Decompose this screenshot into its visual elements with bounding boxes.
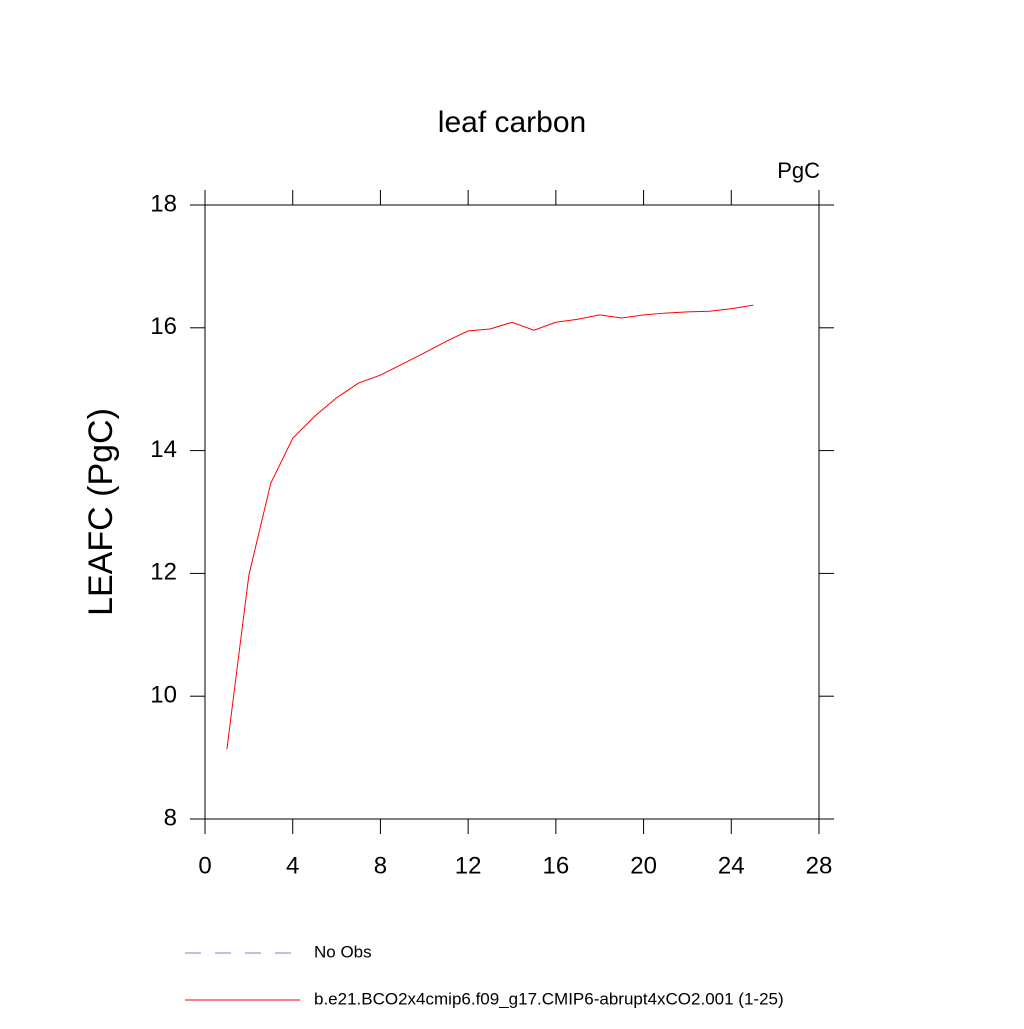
chart-title: leaf carbon [438, 106, 586, 139]
x-tick-label: 12 [455, 852, 482, 879]
legend-label: b.e21.BCO2x4cmip6.f09_g17.CMIP6-abrupt4x… [314, 989, 784, 1008]
y-tick-label: 10 [150, 682, 177, 709]
plot-frame [204, 204, 820, 820]
legend-label: No Obs [314, 942, 372, 961]
y-tick-label: 14 [150, 436, 177, 463]
data-line [226, 304, 754, 750]
x-tick-label: 28 [806, 852, 833, 879]
x-tick-label: 16 [543, 852, 570, 879]
x-tick-label: 4 [286, 852, 299, 879]
x-tick-label: 24 [718, 852, 745, 879]
y-tick-label: 16 [150, 313, 177, 340]
y-tick-label: 8 [164, 804, 177, 831]
x-tick-label: 0 [198, 852, 211, 879]
y-tick-label: 12 [150, 559, 177, 586]
y-axis-label: LEAFC (PgC) [82, 408, 120, 616]
y-tick-label: 18 [150, 190, 177, 217]
x-tick-label: 20 [630, 852, 657, 879]
x-tick-label: 8 [374, 852, 387, 879]
units-label: PgC [777, 158, 820, 183]
